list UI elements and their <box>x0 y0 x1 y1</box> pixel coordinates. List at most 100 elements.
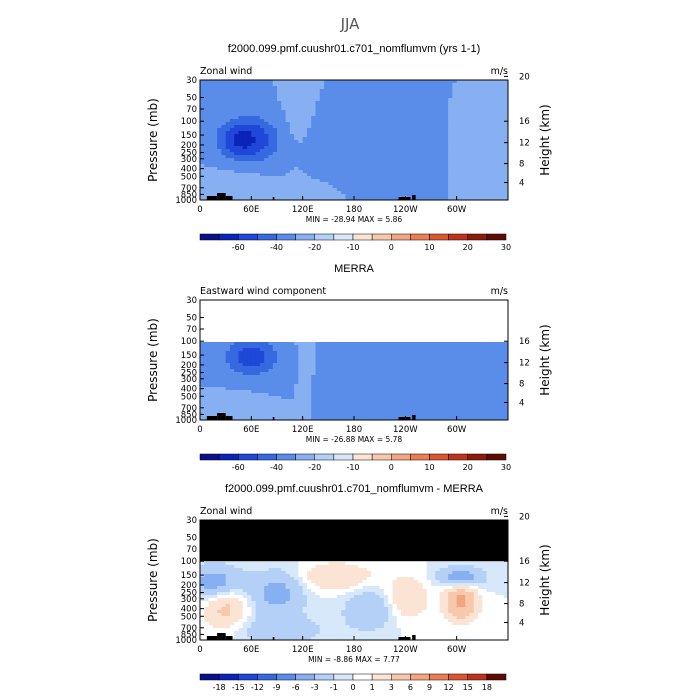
heatmap-cell <box>225 369 231 373</box>
heatmap-cell <box>478 396 483 400</box>
heatmap-cell <box>302 185 308 189</box>
heatmap-cell <box>465 92 470 96</box>
heatmap-cell <box>229 399 235 403</box>
heatmap-cell <box>392 152 398 156</box>
heatmap-cell <box>473 125 479 129</box>
heatmap-cell <box>371 140 376 144</box>
heatmap-cell <box>439 185 445 189</box>
heatmap-cell <box>375 399 381 403</box>
heatmap-cell <box>401 149 406 153</box>
heatmap-cell <box>431 125 436 129</box>
heatmap-cell <box>311 80 316 84</box>
heatmap-cell <box>298 360 304 364</box>
heatmap-cell <box>413 140 419 144</box>
heatmap-cell <box>460 417 466 420</box>
heatmap-cell <box>495 119 500 123</box>
heatmap-cell <box>418 372 423 376</box>
heatmap-cell <box>431 375 436 379</box>
heatmap-cell <box>225 399 231 403</box>
heatmap-cell <box>294 155 299 159</box>
heatmap-cell <box>482 396 488 400</box>
heatmap-cell <box>217 399 222 403</box>
heatmap-cell <box>255 390 261 394</box>
heatmap-cell <box>298 402 304 406</box>
heatmap-cell <box>302 345 308 349</box>
heatmap-cell <box>349 351 355 355</box>
heatmap-cell <box>268 354 274 358</box>
heatmap-cell <box>238 125 244 129</box>
heatmap-cell <box>285 185 291 189</box>
heatmap-cell <box>375 113 381 117</box>
heatmap-cell <box>499 179 505 183</box>
heatmap-cell <box>473 378 479 382</box>
heatmap-cell <box>336 149 342 153</box>
heatmap-cell <box>362 95 368 99</box>
heatmap-cell <box>204 125 210 129</box>
heatmap-cell <box>315 345 321 349</box>
heatmap-cell <box>456 188 462 192</box>
heatmap-cell <box>482 140 488 144</box>
heatmap-cell <box>486 402 492 406</box>
heatmap-cell <box>405 167 411 171</box>
heatmap-cell <box>418 98 423 102</box>
heatmap-cell <box>289 113 295 117</box>
heatmap-cell <box>396 345 402 349</box>
heatmap-cell <box>413 372 419 376</box>
heatmap-cell <box>238 357 244 361</box>
heatmap-cell <box>319 411 325 415</box>
heatmap-cell <box>234 155 239 159</box>
heatmap-cell <box>409 378 415 382</box>
heatmap-cell <box>319 170 325 174</box>
heatmap-cell <box>345 363 351 367</box>
heatmap-cell <box>392 167 398 171</box>
heatmap-cell <box>409 128 415 132</box>
heatmap-cell <box>204 396 210 400</box>
heatmap-cell <box>460 369 466 373</box>
heatmap-cell <box>306 137 312 141</box>
heatmap-cell <box>234 119 239 123</box>
heatmap-cell <box>460 360 466 364</box>
heatmap-cell <box>251 182 257 186</box>
heatmap-cell <box>225 366 231 370</box>
heatmap-cell <box>448 342 453 346</box>
heatmap-cell <box>259 152 265 156</box>
heatmap-cell <box>448 408 453 412</box>
heatmap-cell <box>405 348 411 352</box>
heatmap-cell <box>460 170 466 174</box>
heatmap-cell <box>426 399 432 403</box>
heatmap-cell <box>315 80 321 84</box>
heatmap-cell <box>247 98 252 102</box>
heatmap-cell <box>482 164 488 168</box>
heatmap-cell <box>478 360 483 364</box>
heatmap-cell <box>332 354 338 358</box>
heatmap-cell <box>319 390 325 394</box>
heatmap-cell <box>426 161 432 165</box>
heatmap-cell <box>285 179 291 183</box>
heatmap-cell <box>234 164 239 168</box>
heatmap-cell <box>482 405 488 409</box>
heatmap-cell <box>332 185 338 189</box>
heatmap-cell <box>259 182 265 186</box>
heatmap-cell <box>294 399 299 403</box>
heatmap-cell <box>392 176 398 180</box>
heatmap-cell <box>366 393 372 397</box>
heatmap-cell <box>401 104 406 108</box>
heatmap-cell <box>324 95 329 99</box>
heatmap-cell <box>383 101 389 105</box>
heatmap-cell <box>495 92 500 96</box>
heatmap-cell <box>388 348 393 352</box>
heatmap-cell <box>345 194 351 198</box>
heatmap-cell <box>281 101 287 105</box>
heatmap-cell <box>328 110 334 114</box>
heatmap-cell <box>217 131 222 135</box>
heatmap-cell <box>371 351 376 355</box>
heatmap-cell <box>435 378 441 382</box>
heatmap-cell <box>204 98 210 102</box>
heatmap-cell <box>311 155 316 159</box>
heatmap-cell <box>234 372 239 376</box>
heatmap-cell <box>452 98 458 102</box>
heatmap-cell <box>409 414 415 418</box>
heatmap-cell <box>302 176 308 180</box>
heatmap-cell <box>298 176 304 180</box>
heatmap-cell <box>272 387 278 391</box>
